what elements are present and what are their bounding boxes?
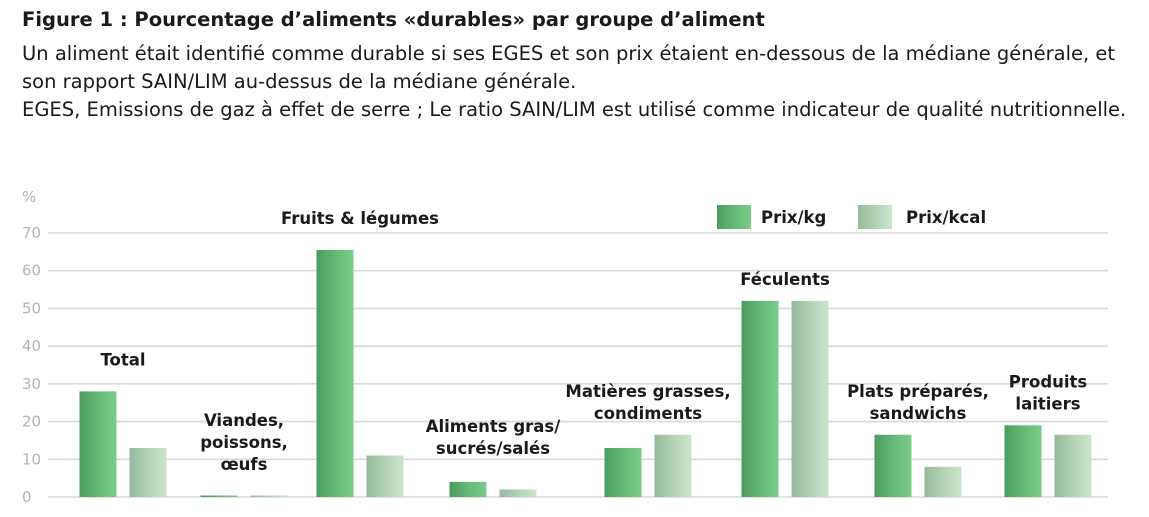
legend: Prix/kg Prix/kcal bbox=[717, 205, 986, 229]
bar-prix-kcal bbox=[654, 434, 692, 497]
category-label: Matières grasses, condiments bbox=[565, 382, 730, 423]
bar-prix-kg bbox=[79, 391, 117, 497]
bar-prix-kcal bbox=[499, 489, 537, 497]
legend-item-prix-kcal-label: Prix/kcal bbox=[906, 208, 986, 227]
figure-description: Un aliment était identifié comme durable… bbox=[22, 40, 1132, 124]
bar-prix-kg bbox=[316, 249, 354, 497]
bar-prix-kcal bbox=[924, 466, 962, 497]
bar-prix-kcal bbox=[791, 300, 829, 497]
category-label: Total bbox=[100, 350, 145, 369]
bar-prix-kg bbox=[604, 447, 642, 497]
figure-description-line-1: Un aliment était identifié comme durable… bbox=[22, 42, 1116, 93]
legend-item-prix-kg-label: Prix/kg bbox=[761, 208, 826, 227]
bar-prix-kcal bbox=[366, 455, 404, 497]
category-label: Viandes, poissons, œufs bbox=[200, 411, 288, 474]
bar-prix-kg bbox=[200, 495, 238, 497]
bar-prix-kcal bbox=[250, 495, 288, 497]
category-label: Plats préparés, sandwichs bbox=[847, 382, 989, 423]
category-labels: Total Viandes, poissons, œufs Fruits & légum… bbox=[100, 209, 1087, 474]
bar-prix-kcal bbox=[1054, 434, 1092, 497]
bar-prix-kg bbox=[874, 434, 912, 497]
legend-item-prix-kg-swatch bbox=[717, 205, 751, 229]
grid-lines bbox=[48, 232, 1108, 498]
category-label: Fruits & légumes bbox=[281, 209, 439, 228]
bar-prix-kg bbox=[449, 481, 487, 497]
figure-description-line-2: EGES, Emissions de gaz à effet de serre … bbox=[22, 98, 1127, 121]
figure-title: Figure 1 : Pourcentage d’aliments «durab… bbox=[22, 8, 765, 31]
y-tick-label: 40 bbox=[22, 337, 41, 355]
y-tick-label: 60 bbox=[22, 262, 41, 280]
category-label: Aliments gras/sucrés/salés bbox=[426, 417, 562, 458]
y-tick-label: 0 bbox=[22, 488, 32, 506]
bar-prix-kg bbox=[1004, 425, 1042, 497]
y-tick-label: 30 bbox=[22, 375, 41, 393]
bar-prix-kcal bbox=[129, 447, 167, 497]
y-tick-label: 70 bbox=[22, 224, 41, 242]
bars bbox=[79, 249, 1092, 497]
y-tick-label: 20 bbox=[22, 413, 41, 431]
y-axis: 0 10 20 30 40 50 60 70% bbox=[22, 188, 41, 506]
category-label: Féculents bbox=[740, 270, 830, 289]
legend-item-prix-kcal-swatch bbox=[858, 205, 892, 229]
bar-prix-kg bbox=[741, 300, 779, 497]
y-tick-label: 10 bbox=[22, 450, 41, 468]
y-tick-label: 50 bbox=[22, 299, 41, 317]
y-axis-unit-label: % bbox=[22, 188, 36, 206]
category-label: Produits laitiers bbox=[1009, 372, 1088, 413]
